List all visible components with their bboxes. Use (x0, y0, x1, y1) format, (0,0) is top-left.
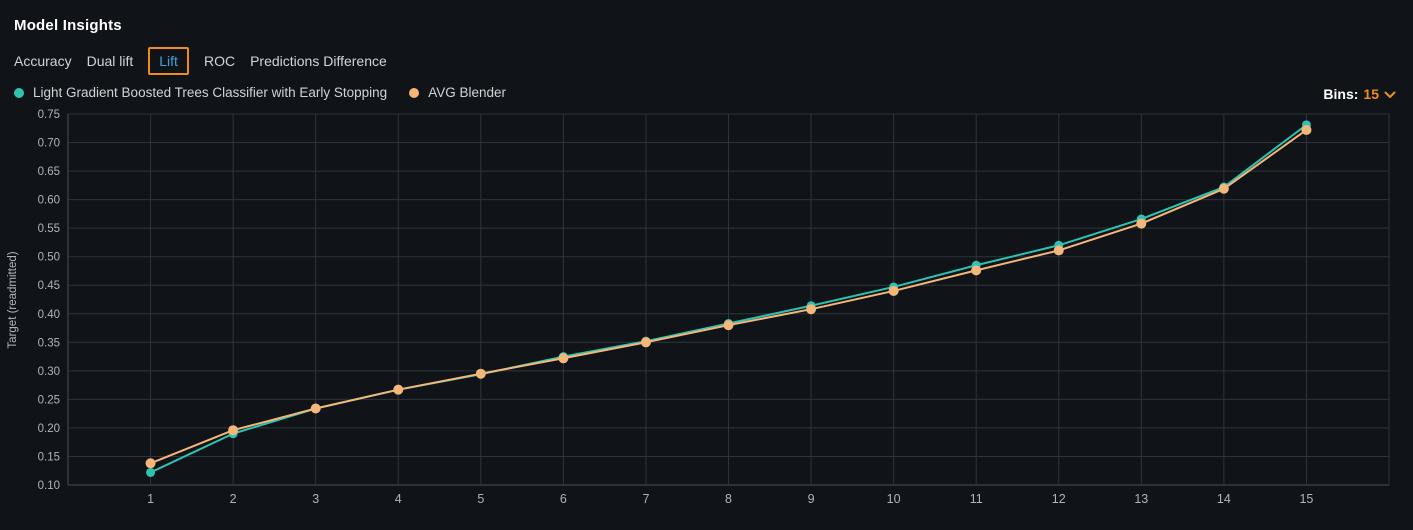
tab-accuracy[interactable]: Accuracy (14, 53, 72, 69)
chart-legend: Light Gradient Boosted Trees Classifier … (14, 85, 506, 100)
data-point (723, 320, 734, 331)
x-tick-label: 15 (1299, 492, 1313, 506)
data-point (558, 353, 569, 364)
chevron-down-icon (1384, 91, 1396, 98)
y-tick-label: 0.45 (38, 280, 60, 292)
data-point (640, 337, 651, 348)
x-tick-label: 8 (725, 492, 732, 506)
legend-label: Light Gradient Boosted Trees Classifier … (33, 85, 388, 100)
data-point (1218, 183, 1229, 194)
x-tick-label: 11 (970, 492, 983, 506)
tab-roc[interactable]: ROC (203, 53, 236, 69)
y-tick-label: 0.50 (38, 252, 60, 264)
x-tick-label: 9 (808, 492, 815, 506)
y-tick-label: 0.55 (38, 223, 60, 235)
data-point (888, 285, 899, 296)
page-title: Model Insights (14, 17, 122, 34)
y-tick-label: 0.15 (38, 451, 60, 463)
bins-label: Bins: (1323, 86, 1359, 102)
y-tick-label: 0.40 (38, 309, 60, 321)
tab-dual-lift[interactable]: Dual lift (86, 53, 134, 69)
x-tick-label: 13 (1134, 492, 1148, 506)
y-tick-label: 0.10 (38, 480, 60, 492)
data-point (310, 403, 321, 414)
y-tick-label: 0.65 (38, 166, 60, 178)
legend-item-lgbt-classifier: Light Gradient Boosted Trees Classifier … (14, 85, 387, 100)
data-point (971, 265, 982, 276)
data-point (393, 384, 404, 395)
y-tick-label: 0.70 (38, 138, 60, 150)
data-point (806, 304, 817, 315)
data-point (475, 368, 486, 379)
legend-label: AVG Blender (428, 85, 506, 100)
data-point (1301, 124, 1312, 135)
bins-dropdown[interactable]: Bins: 15 (1323, 86, 1396, 102)
y-tick-label: 0.75 (38, 109, 60, 121)
x-tick-label: 10 (887, 492, 901, 506)
data-point (228, 425, 239, 436)
data-point (146, 467, 156, 477)
y-tick-label: 0.60 (38, 195, 60, 207)
x-tick-label: 6 (560, 492, 567, 506)
tab-bar: Accuracy Dual lift Lift ROC Predictions … (14, 47, 387, 75)
x-tick-label: 12 (1052, 492, 1066, 506)
y-tick-label: 0.30 (38, 366, 60, 378)
x-tick-label: 7 (642, 492, 649, 506)
tab-predictions-difference[interactable]: Predictions Difference (250, 53, 387, 69)
x-tick-label: 5 (477, 492, 484, 506)
x-tick-label: 2 (230, 492, 237, 506)
legend-dot-orange-icon (409, 87, 420, 98)
data-point (1053, 245, 1064, 256)
x-tick-label: 14 (1217, 492, 1231, 506)
y-tick-label: 0.25 (38, 394, 60, 406)
legend-dot-teal-icon (14, 87, 24, 98)
data-point (145, 458, 156, 469)
tab-lift[interactable]: Lift (148, 47, 189, 75)
data-point (1136, 218, 1147, 229)
y-tick-label: 0.20 (38, 423, 60, 435)
x-tick-label: 1 (147, 492, 154, 506)
y-tick-label: 0.35 (38, 337, 60, 349)
x-tick-label: 4 (395, 492, 402, 506)
legend-item-avg-blender: AVG Blender (409, 85, 506, 100)
x-tick-label: 3 (312, 492, 319, 506)
bins-value: 15 (1363, 86, 1379, 102)
